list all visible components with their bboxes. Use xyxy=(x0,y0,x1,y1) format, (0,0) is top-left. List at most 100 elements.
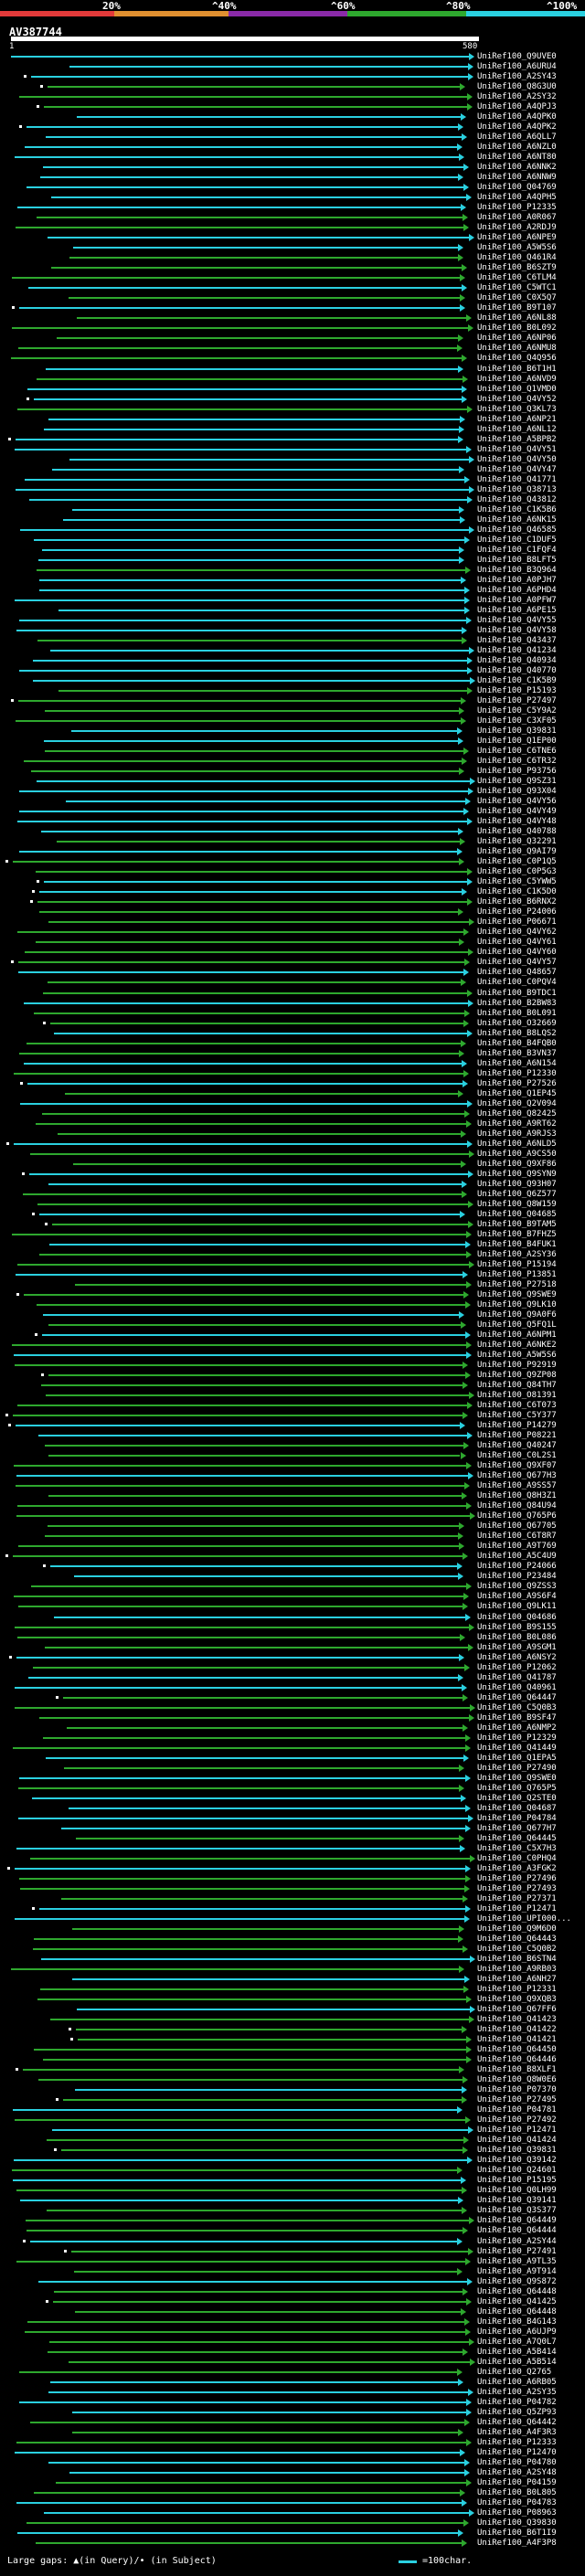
hit-line[interactable] xyxy=(42,991,468,994)
hit-label[interactable]: UniRef100_C0PHQ4 xyxy=(477,1853,557,1863)
hit-line[interactable] xyxy=(11,2169,458,2172)
hit-label[interactable]: UniRef100_Q64444 xyxy=(477,2226,557,2236)
hit-line[interactable] xyxy=(12,1415,463,1417)
hit-label[interactable]: UniRef100_Q4VY47 xyxy=(477,464,557,474)
hit-label[interactable]: UniRef100_C0X5Q7 xyxy=(477,293,557,303)
hit-label[interactable]: UniRef100_A7Q0L7 xyxy=(477,2337,557,2347)
hit-label[interactable]: UniRef100_A6NH27 xyxy=(477,1975,557,1985)
hit-line[interactable] xyxy=(69,1807,466,1809)
hit-line[interactable] xyxy=(38,2079,463,2082)
hit-label[interactable]: UniRef100_P08221 xyxy=(477,1431,557,1441)
hit-label[interactable]: UniRef100_P27497 xyxy=(477,696,557,706)
hit-label[interactable]: UniRef100_Q9UVE0 xyxy=(477,52,557,61)
hit-label[interactable]: UniRef100_Q64450 xyxy=(477,2045,557,2055)
hit-line[interactable] xyxy=(37,1304,466,1306)
hit-line[interactable] xyxy=(33,398,463,400)
hit-line[interactable] xyxy=(48,1495,463,1498)
hit-label[interactable]: UniRef100_C1K5B9 xyxy=(477,676,557,685)
hit-label[interactable]: UniRef100_C0L2S1 xyxy=(477,1451,557,1461)
hit-line[interactable] xyxy=(15,227,464,229)
hit-line[interactable] xyxy=(48,2390,469,2393)
hit-line[interactable] xyxy=(18,1877,465,1880)
hit-line[interactable] xyxy=(16,2501,463,2504)
hit-label[interactable]: UniRef100_Q8G3U0 xyxy=(477,82,557,92)
hit-line[interactable] xyxy=(75,1283,466,1286)
hit-label[interactable]: UniRef100_A6NVD9 xyxy=(477,374,557,384)
hit-line[interactable] xyxy=(27,1676,458,1679)
hit-label[interactable]: UniRef100_P08963 xyxy=(477,2507,557,2518)
hit-line[interactable] xyxy=(77,2039,466,2041)
hit-line[interactable] xyxy=(16,720,462,723)
hit-label[interactable]: UniRef100_A5W5S6 xyxy=(477,1351,557,1361)
hit-label[interactable]: UniRef100_P15195 xyxy=(477,2176,557,2186)
hit-label[interactable]: UniRef100_A2SY44 xyxy=(477,2236,557,2246)
hit-label[interactable]: UniRef100_Q64442 xyxy=(477,2417,557,2427)
hit-line[interactable] xyxy=(27,2230,463,2232)
hit-label[interactable]: UniRef100_P12329 xyxy=(477,1733,557,1743)
hit-line[interactable] xyxy=(29,1152,469,1155)
hit-line[interactable] xyxy=(76,116,462,119)
hit-line[interactable] xyxy=(48,418,461,420)
hit-line[interactable] xyxy=(26,126,458,129)
hit-label[interactable]: UniRef100_Q39142 xyxy=(477,2156,557,2166)
hit-line[interactable] xyxy=(47,237,470,239)
hit-line[interactable] xyxy=(18,307,460,310)
hit-label[interactable]: UniRef100_A6N154 xyxy=(477,1058,557,1068)
hit-label[interactable]: UniRef100_A6NMU8 xyxy=(477,344,557,354)
hit-line[interactable] xyxy=(27,2320,464,2323)
hit-line[interactable] xyxy=(26,186,463,189)
hit-line[interactable] xyxy=(14,1686,463,1689)
hit-label[interactable]: UniRef100_P04784 xyxy=(477,1813,557,1823)
hit-label[interactable]: UniRef100_C1K5B6 xyxy=(477,504,557,514)
hit-line[interactable] xyxy=(34,2491,461,2494)
hit-line[interactable] xyxy=(14,2451,460,2454)
hit-label[interactable]: UniRef100_Q4VY52 xyxy=(477,394,557,404)
hit-label[interactable]: UniRef100_A0PJH7 xyxy=(477,575,557,585)
hit-line[interactable] xyxy=(19,790,468,793)
hit-line[interactable] xyxy=(17,347,458,350)
hit-label[interactable]: UniRef100_Q4VY51 xyxy=(477,444,557,454)
hit-label[interactable]: UniRef100_P04159 xyxy=(477,2477,557,2487)
hit-label[interactable]: UniRef100_A4QPH5 xyxy=(477,193,557,203)
hit-label[interactable]: UniRef100_B6T1H1 xyxy=(477,364,557,374)
hit-line[interactable] xyxy=(16,2260,465,2263)
hit-label[interactable]: UniRef100_Q8W159 xyxy=(477,1199,557,1209)
hit-label[interactable]: UniRef100_Q41422 xyxy=(477,2025,557,2035)
hit-label[interactable]: UniRef100_Q4Q956 xyxy=(477,354,557,364)
hit-line[interactable] xyxy=(24,1002,469,1004)
hit-line[interactable] xyxy=(44,428,459,430)
hit-label[interactable]: UniRef100_B9T107 xyxy=(477,303,557,313)
hit-label[interactable]: UniRef100_B9S155 xyxy=(477,1622,557,1632)
hit-label[interactable]: UniRef100_B9TAM5 xyxy=(477,1219,557,1229)
hit-label[interactable]: UniRef100_A9RJS3 xyxy=(477,1129,557,1139)
hit-label[interactable]: UniRef100_A6PE15 xyxy=(477,605,557,615)
hit-line[interactable] xyxy=(14,1867,465,1870)
hit-line[interactable] xyxy=(36,217,463,219)
hit-label[interactable]: UniRef100_Q64446 xyxy=(477,2055,557,2065)
hit-line[interactable] xyxy=(26,1042,462,1044)
hit-line[interactable] xyxy=(65,800,465,803)
hit-line[interactable] xyxy=(48,2340,470,2343)
hit-label[interactable]: UniRef100_B7FHZ5 xyxy=(477,1229,557,1239)
hit-line[interactable] xyxy=(57,1132,462,1135)
hit-label[interactable]: UniRef100_B0L091 xyxy=(477,1008,557,1018)
hit-line[interactable] xyxy=(73,2270,458,2273)
hit-label[interactable]: UniRef100_B3VN37 xyxy=(477,1048,557,1058)
hit-line[interactable] xyxy=(18,851,458,853)
hit-line[interactable] xyxy=(47,2350,463,2353)
hit-line[interactable] xyxy=(38,2280,468,2283)
hit-line[interactable] xyxy=(71,1978,465,1981)
hit-label[interactable]: UniRef100_Q84U94 xyxy=(477,1501,557,1511)
hit-line[interactable] xyxy=(37,568,465,571)
hit-label[interactable]: UniRef100_A9TL35 xyxy=(477,2256,557,2266)
hit-label[interactable]: UniRef100_Q41449 xyxy=(477,1743,557,1753)
hit-label[interactable]: UniRef100_C0P5G3 xyxy=(477,867,557,877)
hit-label[interactable]: UniRef100_P27491 xyxy=(477,2246,557,2256)
hit-label[interactable]: UniRef100_P27495 xyxy=(477,2095,557,2105)
hit-label[interactable]: UniRef100_Q41423 xyxy=(477,2015,557,2025)
hit-label[interactable]: UniRef100_Q64448 xyxy=(477,2306,557,2316)
hit-line[interactable] xyxy=(18,1776,466,1779)
hit-label[interactable]: UniRef100_Q93X04 xyxy=(477,787,557,797)
hit-line[interactable] xyxy=(69,2471,465,2474)
hit-label[interactable]: UniRef100_P27518 xyxy=(477,1279,557,1289)
